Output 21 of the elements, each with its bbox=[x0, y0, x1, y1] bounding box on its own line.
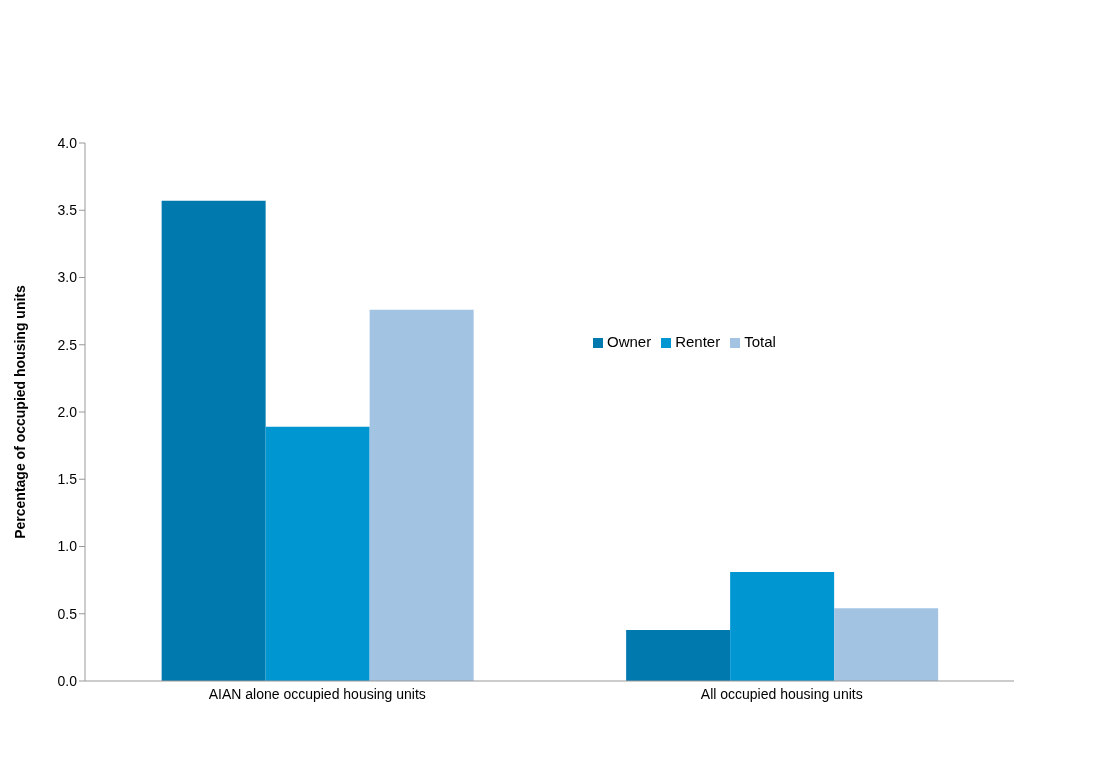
y-tick-label: 3.0 bbox=[57, 269, 78, 286]
bar bbox=[369, 309, 474, 681]
y-tick-label: 0.5 bbox=[57, 605, 78, 622]
bar bbox=[730, 572, 835, 681]
bar bbox=[626, 629, 731, 681]
bar bbox=[265, 426, 370, 681]
legend-label: Total bbox=[744, 333, 776, 350]
bar bbox=[834, 608, 939, 681]
legend-label: Owner bbox=[607, 333, 652, 350]
y-tick-label: 1.5 bbox=[57, 471, 78, 488]
y-tick-label: 2.5 bbox=[57, 336, 78, 353]
x-tick-label: AIAN alone occupied housing units bbox=[208, 685, 426, 702]
y-tick-label: 3.5 bbox=[57, 202, 78, 219]
bar bbox=[161, 200, 266, 681]
y-axis-title: Percentage of occupied housing units bbox=[11, 285, 28, 539]
y-tick-label: 0.0 bbox=[57, 672, 78, 689]
y-tick-label: 2.0 bbox=[57, 403, 78, 420]
x-tick-label: All occupied housing units bbox=[700, 685, 863, 702]
y-tick-label: 1.0 bbox=[57, 538, 78, 555]
legend-label: Renter bbox=[675, 333, 721, 350]
y-tick-label: 4.0 bbox=[57, 134, 78, 151]
